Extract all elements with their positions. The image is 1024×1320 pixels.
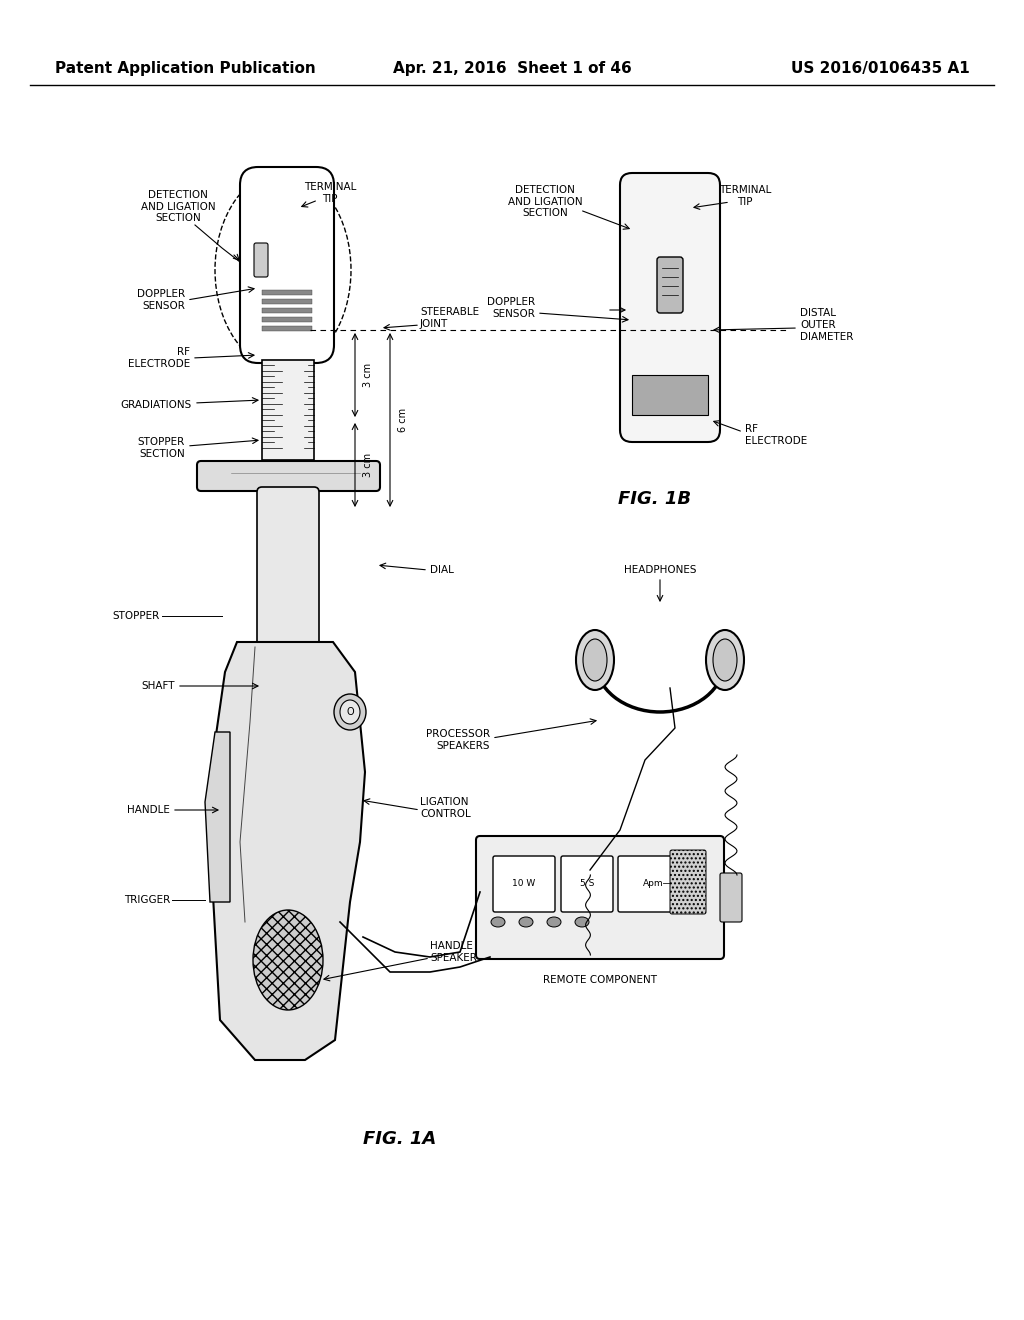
Text: DETECTION
AND LIGATION
SECTION: DETECTION AND LIGATION SECTION: [140, 190, 215, 223]
Text: LIGATION
CONTROL: LIGATION CONTROL: [420, 797, 471, 818]
Bar: [262, 308, 312, 313]
FancyBboxPatch shape: [620, 173, 720, 442]
Text: STOPPER: STOPPER: [113, 611, 160, 620]
Ellipse shape: [706, 630, 744, 690]
Bar: [262, 317, 312, 322]
Text: RF
ELECTRODE: RF ELECTRODE: [745, 424, 807, 446]
Ellipse shape: [519, 917, 534, 927]
Text: DOPPLER
SENSOR: DOPPLER SENSOR: [486, 297, 535, 319]
Text: REMOTE COMPONENT: REMOTE COMPONENT: [543, 975, 657, 985]
FancyBboxPatch shape: [720, 873, 742, 921]
Ellipse shape: [575, 630, 614, 690]
Text: HEADPHONES: HEADPHONES: [624, 565, 696, 576]
Bar: [262, 290, 312, 294]
Ellipse shape: [340, 700, 360, 723]
Polygon shape: [210, 642, 365, 1060]
Text: DETECTION
AND LIGATION
SECTION: DETECTION AND LIGATION SECTION: [508, 185, 583, 218]
Text: 3 cm: 3 cm: [362, 453, 373, 477]
Polygon shape: [205, 733, 230, 902]
Text: 6 cm: 6 cm: [398, 408, 408, 432]
Text: Apm—: Apm—: [643, 879, 673, 888]
Ellipse shape: [713, 639, 737, 681]
FancyBboxPatch shape: [657, 257, 683, 313]
Text: HANDLE
SPEAKER: HANDLE SPEAKER: [430, 941, 477, 962]
Text: RF
ELECTRODE: RF ELECTRODE: [128, 347, 190, 368]
Text: 10 W: 10 W: [512, 879, 536, 888]
Text: DISTAL
OUTER
DIAMETER: DISTAL OUTER DIAMETER: [800, 309, 853, 342]
Text: DIAL: DIAL: [430, 565, 454, 576]
FancyBboxPatch shape: [254, 243, 268, 277]
Ellipse shape: [334, 694, 366, 730]
Ellipse shape: [583, 639, 607, 681]
Ellipse shape: [253, 909, 323, 1010]
Text: US 2016/0106435 A1: US 2016/0106435 A1: [792, 61, 970, 75]
Text: STEERABLE
JOINT: STEERABLE JOINT: [420, 308, 479, 329]
FancyBboxPatch shape: [493, 855, 555, 912]
Ellipse shape: [490, 917, 505, 927]
Bar: [262, 300, 312, 304]
Text: O: O: [346, 708, 354, 717]
Ellipse shape: [575, 917, 589, 927]
Text: 5 S: 5 S: [580, 879, 594, 888]
Text: PROCESSOR
SPEAKERS: PROCESSOR SPEAKERS: [426, 729, 490, 751]
FancyBboxPatch shape: [561, 855, 613, 912]
Text: SHAFT: SHAFT: [141, 681, 175, 690]
Text: 3 cm: 3 cm: [362, 363, 373, 387]
FancyBboxPatch shape: [197, 461, 380, 491]
Text: STOPPER
SECTION: STOPPER SECTION: [138, 437, 185, 459]
Text: Apr. 21, 2016  Sheet 1 of 46: Apr. 21, 2016 Sheet 1 of 46: [392, 61, 632, 75]
Text: TRIGGER: TRIGGER: [124, 895, 170, 906]
FancyBboxPatch shape: [670, 850, 706, 913]
Ellipse shape: [547, 917, 561, 927]
Text: GRADIATIONS: GRADIATIONS: [121, 400, 193, 411]
FancyBboxPatch shape: [257, 487, 319, 657]
FancyBboxPatch shape: [476, 836, 724, 960]
FancyBboxPatch shape: [618, 855, 697, 912]
Text: HANDLE: HANDLE: [127, 805, 170, 814]
FancyBboxPatch shape: [240, 168, 334, 363]
Bar: [262, 326, 312, 331]
Bar: [632, 375, 708, 414]
Bar: [262, 360, 314, 459]
Text: DOPPLER
SENSOR: DOPPLER SENSOR: [137, 289, 185, 310]
Text: FIG. 1A: FIG. 1A: [364, 1130, 436, 1148]
Text: Patent Application Publication: Patent Application Publication: [55, 61, 315, 75]
Text: TERMINAL
TIP: TERMINAL TIP: [304, 182, 356, 203]
Text: FIG. 1B: FIG. 1B: [618, 490, 691, 508]
Text: TERMINAL
TIP: TERMINAL TIP: [719, 185, 771, 207]
